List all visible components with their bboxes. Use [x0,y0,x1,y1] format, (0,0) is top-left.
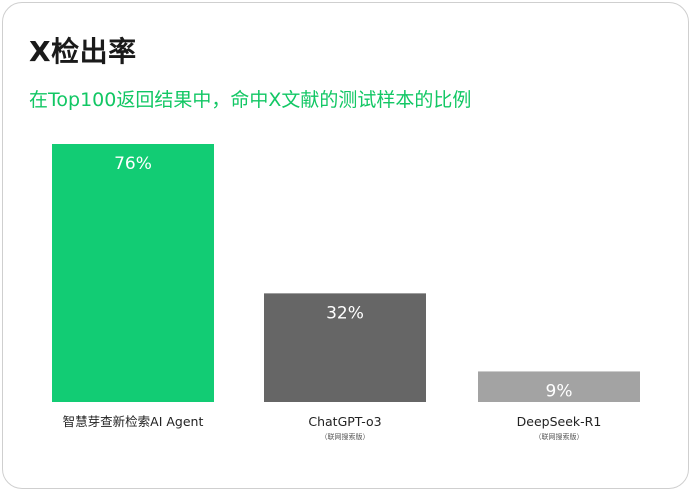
category-label-1: 智慧芽查新检索AI Agent [63,414,204,429]
category-note-3: （联网搜索版） [535,432,584,441]
bar-3 [478,371,640,402]
chart-subtitle: 在Top100返回结果中，命中X文献的测试样本的比例 [29,89,472,111]
category-label-2: ChatGPT-o3 [308,414,381,429]
chart-title: X检出率 [29,35,137,68]
bar-value-label-2: 32% [326,303,364,323]
bar-value-label-1: 76% [114,154,152,174]
bar-1 [52,144,214,402]
bar-value-label-3: 9% [546,381,573,401]
category-note-2: （联网搜索版） [321,432,370,441]
category-label-3: DeepSeek-R1 [517,414,602,429]
bar-2 [264,293,426,402]
